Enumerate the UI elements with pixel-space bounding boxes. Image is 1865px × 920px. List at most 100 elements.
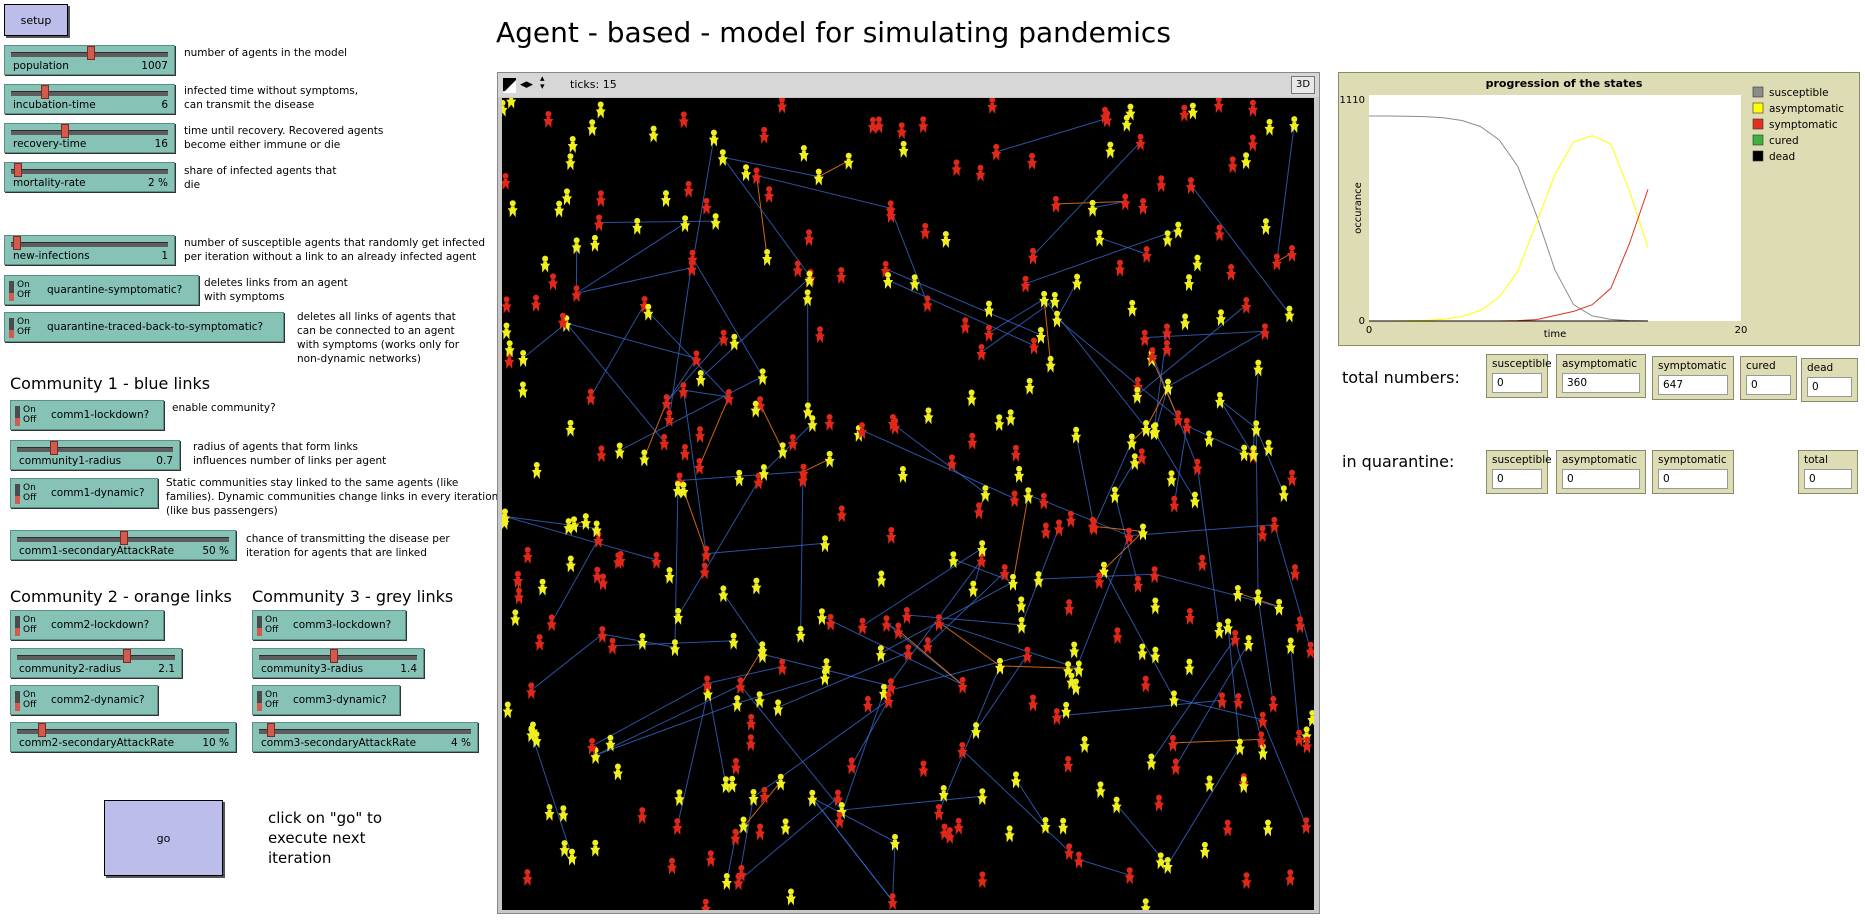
monitor-label: cured xyxy=(1746,360,1776,372)
slider-value: 6 xyxy=(161,99,168,111)
switch-toggle[interactable]: On Off xyxy=(9,279,31,301)
slider-handle[interactable] xyxy=(50,441,58,455)
switch-toggle[interactable]: On Off xyxy=(9,316,31,338)
switch-off-label: Off xyxy=(23,493,37,503)
slider-handle[interactable] xyxy=(37,723,46,737)
community1-radius-slider[interactable]: community1-radius 0.7 xyxy=(10,440,180,470)
mortality-rate-slider[interactable]: mortality-rate 2 % xyxy=(4,162,175,192)
quarantine-symptomatic-switch[interactable]: On Off quarantine-symptomatic? xyxy=(4,275,199,305)
switch-toggle[interactable]: On Off xyxy=(15,482,37,504)
note-line: non-dynamic networks) xyxy=(297,353,421,365)
comm2-attack-rate-slider[interactable]: comm2-secondaryAttackRate 10 % xyxy=(10,722,236,752)
switch-toggle[interactable]: On Off xyxy=(15,689,37,711)
monitor-label: total xyxy=(1804,454,1829,466)
arrows-horizontal-icon[interactable]: ◂▸ xyxy=(520,77,534,92)
switch-off-label: Off xyxy=(265,625,279,635)
slider-handle[interactable] xyxy=(330,649,339,663)
x-tick-label: 20 xyxy=(1735,325,1748,336)
comm1-dynamic-switch[interactable]: On Off comm1-dynamic? xyxy=(10,478,158,508)
quarantine-monitor-symptomatic: symptomatic 0 xyxy=(1652,450,1734,494)
switch-off-label: Off xyxy=(23,700,37,710)
community3-radius-slider[interactable]: community3-radius 1.4 xyxy=(252,648,424,678)
slider-handle[interactable] xyxy=(120,531,128,545)
switch-toggle[interactable]: On Off xyxy=(15,404,37,426)
slider-track xyxy=(17,729,229,734)
population-slider[interactable]: population 1007 xyxy=(4,45,175,75)
slider-label: population xyxy=(13,60,69,72)
slider-handle[interactable] xyxy=(86,46,95,60)
legend-swatch-dead xyxy=(1752,150,1764,162)
comm1-attack-rate-slider[interactable]: comm1-secondaryAttackRate 50 % xyxy=(10,530,236,560)
community3-heading: Community 3 - grey links xyxy=(252,587,454,606)
switch-label: comm1-dynamic? xyxy=(51,487,145,499)
go-button[interactable]: go xyxy=(104,800,223,876)
switch-on-label: On xyxy=(23,405,36,415)
comm3-lockdown-switch[interactable]: On Off comm3-lockdown? xyxy=(252,610,406,640)
legend-label-asymptomatic: asymptomatic xyxy=(1769,103,1844,115)
quarantine-symptomatic-note: deletes links from an agent with symptoms xyxy=(204,276,348,304)
slider-handle[interactable] xyxy=(14,163,23,177)
monitor-value: 647 xyxy=(1658,375,1728,395)
legend-label-susceptible: susceptible xyxy=(1769,87,1829,99)
legend-swatch-asymptomatic xyxy=(1752,102,1764,114)
monitor-value: 0 xyxy=(1746,375,1791,395)
incubation-time-slider[interactable]: incubation-time 6 xyxy=(4,84,175,114)
comm2-dynamic-switch[interactable]: On Off comm2-dynamic? xyxy=(10,685,158,715)
note-line: Static communities stay linked to the sa… xyxy=(166,477,459,489)
slider-label: incubation-time xyxy=(13,99,96,111)
comm3-dynamic-switch[interactable]: On Off comm3-dynamic? xyxy=(252,685,400,715)
comm3-attack-rate-slider[interactable]: comm3-secondaryAttackRate 4 % xyxy=(252,722,478,752)
comm1-lockdown-note: enable community? xyxy=(172,401,276,415)
switch-toggle[interactable]: On Off xyxy=(257,689,279,711)
x-axis-label: time xyxy=(1544,329,1567,340)
community2-radius-slider[interactable]: community2-radius 2.1 xyxy=(10,648,182,678)
monitor-value: 0 xyxy=(1658,469,1728,489)
quarantine-monitor-susceptible: susceptible 0 xyxy=(1486,450,1552,494)
switch-on-label: On xyxy=(265,615,278,625)
new-infections-slider[interactable]: new-infections 1 xyxy=(4,235,175,265)
switch-on-label: On xyxy=(17,280,30,290)
setup-button[interactable]: setup xyxy=(4,4,68,36)
note-line: become either immune or die xyxy=(184,139,341,151)
page-title: Agent - based - model for simulating pan… xyxy=(496,16,1171,49)
monitor-label: asymptomatic xyxy=(1562,358,1638,370)
switch-toggle[interactable]: On Off xyxy=(15,614,37,636)
agents-network xyxy=(502,98,1314,910)
quarantine-traced-switch[interactable]: On Off quarantine-traced-back-to-symptom… xyxy=(4,312,284,342)
community1-radius-note: radius of agents that form links influenc… xyxy=(193,440,386,468)
slider-handle[interactable] xyxy=(12,236,21,250)
monitor-label: susceptible xyxy=(1492,358,1552,370)
plot-area xyxy=(1369,95,1741,321)
slider-value: 2 % xyxy=(148,177,168,189)
y-tick-label: 0 xyxy=(1359,316,1365,327)
switch-label: comm3-lockdown? xyxy=(293,619,392,631)
slider-value: 16 xyxy=(154,138,168,150)
comm2-lockdown-switch[interactable]: On Off comm2-lockdown? xyxy=(10,610,164,640)
switch-toggle[interactable]: On Off xyxy=(257,614,279,636)
note-line: influences number of links per agent xyxy=(193,455,387,467)
slider-handle[interactable] xyxy=(41,85,50,99)
legend-swatch-symptomatic xyxy=(1752,118,1764,130)
slider-handle[interactable] xyxy=(123,649,132,663)
note-line: execute next xyxy=(268,829,366,847)
arrows-vertical-icon[interactable]: ▴ ▾ xyxy=(540,74,545,92)
legend-swatch-cured xyxy=(1752,134,1764,146)
monitor-label: asymptomatic xyxy=(1562,454,1638,466)
comm1-lockdown-switch[interactable]: On Off comm1-lockdown? xyxy=(10,400,164,430)
slider-handle[interactable] xyxy=(267,723,276,737)
edit-icon[interactable] xyxy=(503,78,516,93)
slider-handle[interactable] xyxy=(60,124,69,138)
comm1-dynamic-note: Static communities stay linked to the sa… xyxy=(166,476,498,518)
legend-swatch-susceptible xyxy=(1752,86,1764,98)
note-line: with symptoms (works only for xyxy=(297,339,460,351)
world-view: ◂▸ ▴ ▾ ticks: 15 3D xyxy=(497,72,1320,914)
switch-label: comm2-lockdown? xyxy=(51,619,150,631)
switch-label: comm2-dynamic? xyxy=(51,694,145,706)
recovery-time-slider[interactable]: recovery-time 16 xyxy=(4,123,175,153)
slider-value: 50 % xyxy=(202,545,229,557)
switch-off-label: Off xyxy=(23,625,37,635)
3d-button[interactable]: 3D xyxy=(1291,76,1315,94)
community2-heading: Community 2 - orange links xyxy=(10,587,232,606)
note-line: radius of agents that form links xyxy=(193,441,358,453)
note-line: click on "go" to xyxy=(268,809,383,827)
